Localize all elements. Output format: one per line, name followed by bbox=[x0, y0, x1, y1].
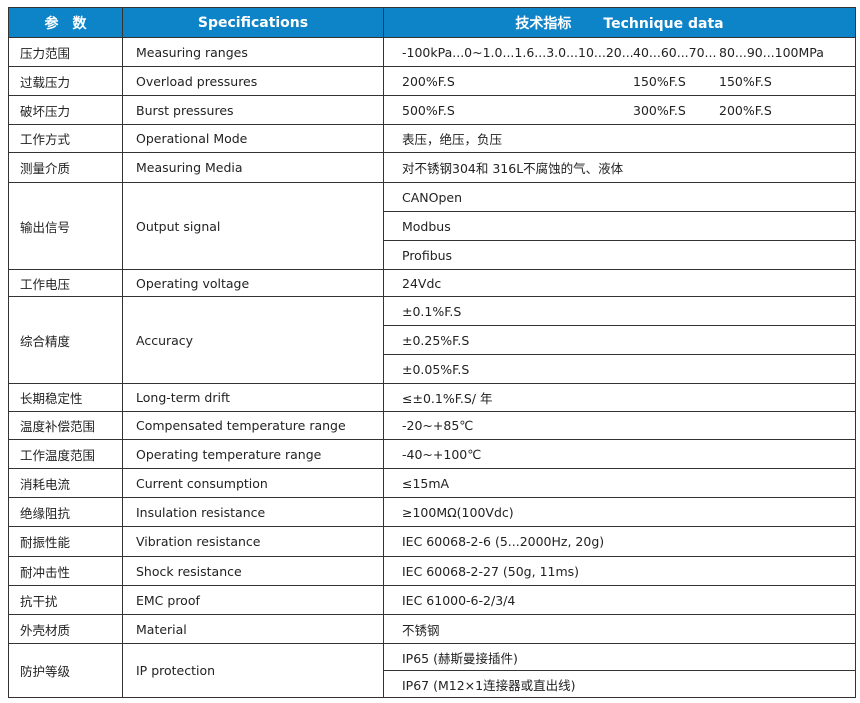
param-en: Output signal bbox=[122, 182, 384, 270]
param-cn: 抗干扰 bbox=[8, 585, 123, 615]
table-row: IP67 (M12×1连接器或直出线) bbox=[9, 670, 856, 698]
table-row: Profibus bbox=[9, 240, 856, 270]
param-cn: 消耗电流 bbox=[8, 468, 123, 498]
param-value: -20~+85℃ bbox=[383, 411, 856, 440]
table-row: 测量介质 Measuring Media 对不锈钢304和 316L不腐蚀的气、液体 bbox=[8, 152, 856, 183]
value-col: 500%F.S bbox=[402, 102, 455, 118]
param-cn: 温度补偿范围 bbox=[8, 411, 123, 440]
header-spec: Specifications bbox=[122, 7, 384, 38]
table-row: 综合精度 Accuracy ±0.1%F.S bbox=[8, 296, 856, 384]
param-cn: 工作电压 bbox=[8, 269, 123, 297]
table-row: 耐冲击性 Shock resistance IEC 60068-2-27 (50g,… bbox=[8, 556, 856, 586]
param-value: IEC 60068-2-27 (50g, 11ms) bbox=[383, 556, 856, 586]
table-row: 耐振性能 Vibration resistance IEC 60068-2-6 (5… bbox=[8, 526, 856, 557]
table-row: 工作方式 Operational Mode 表压，绝压，负压 bbox=[8, 124, 856, 153]
header-row: 参 数 Specifications 技术指标 Technique data bbox=[8, 7, 856, 38]
param-cn: 过载压力 bbox=[8, 66, 123, 96]
param-value: IEC 60068-2-6 (5...2000Hz, 20g) bbox=[383, 526, 856, 557]
param-en: Operational Mode bbox=[122, 124, 384, 153]
value-col: 200%F.S bbox=[719, 102, 772, 118]
param-value: Profibus bbox=[383, 240, 856, 270]
table-row: 温度补偿范围 Compensated temperature range -20~+… bbox=[8, 411, 856, 440]
param-en: Shock resistance bbox=[122, 556, 384, 586]
param-cn: 破坏压力 bbox=[8, 95, 123, 125]
param-value: IEC 61000-6-2/3/4 bbox=[383, 585, 856, 615]
param-en: Measuring ranges bbox=[122, 37, 384, 67]
param-value: ±0.1%F.S bbox=[383, 296, 856, 326]
param-value: Modbus bbox=[383, 211, 856, 241]
param-value: IP67 (M12×1连接器或直出线) bbox=[383, 670, 856, 698]
param-cn: 综合精度 bbox=[8, 296, 123, 384]
param-en: Accuracy bbox=[122, 296, 384, 384]
spec-table: 参 数 Specifications 技术指标 Technique data 压力… bbox=[8, 7, 856, 698]
param-en: Operating temperature range bbox=[122, 439, 384, 469]
param-cn: 绝缘阻抗 bbox=[8, 497, 123, 527]
param-value: -40~+100℃ bbox=[383, 439, 856, 469]
header-tech-en: Technique data bbox=[603, 15, 724, 32]
header-param: 参 数 bbox=[8, 7, 123, 38]
param-value: CANOpen bbox=[383, 182, 856, 212]
param-value: 表压，绝压，负压 bbox=[383, 124, 856, 153]
param-en: IP protection bbox=[122, 643, 384, 698]
value-col: 40...60...70... bbox=[633, 44, 717, 60]
table-row: 输出信号 Output signal CANOpen bbox=[8, 182, 856, 270]
param-value: ±0.05%F.S bbox=[383, 354, 856, 384]
param-en: Long-term drift bbox=[122, 383, 384, 412]
param-en: Current consumption bbox=[122, 468, 384, 498]
param-cn: 耐冲击性 bbox=[8, 556, 123, 586]
value-col: 80...90...100MPa bbox=[719, 44, 824, 60]
param-value: ≤±0.1%F.S/ 年 bbox=[383, 383, 856, 412]
param-cn: 外壳材质 bbox=[8, 614, 123, 644]
param-cn: 工作方式 bbox=[8, 124, 123, 153]
param-en: Operating voltage bbox=[122, 269, 384, 297]
value-col: 200%F.S bbox=[402, 73, 455, 89]
param-en: Insulation resistance bbox=[122, 497, 384, 527]
value-col: -100kPa...0~1.0...1.6...3.0...10...20... bbox=[402, 44, 634, 60]
param-en: Overload pressures bbox=[122, 66, 384, 96]
param-cn: 防护等级 bbox=[8, 643, 123, 698]
param-value: 对不锈钢304和 316L不腐蚀的气、液体 bbox=[383, 152, 856, 183]
table-row: 消耗电流 Current consumption ≤15mA bbox=[8, 468, 856, 498]
param-value: ≤15mA bbox=[383, 468, 856, 498]
param-cn: 压力范围 bbox=[8, 37, 123, 67]
table-row: 抗干扰 EMC proof IEC 61000-6-2/3/4 bbox=[8, 585, 856, 615]
param-value: 不锈钢 bbox=[383, 614, 856, 644]
param-value: 500%F.S 300%F.S 200%F.S bbox=[383, 95, 856, 125]
param-cn: 输出信号 bbox=[8, 182, 123, 270]
param-value: ≥100MΩ(100Vdc) bbox=[383, 497, 856, 527]
value-col: 150%F.S bbox=[719, 73, 772, 89]
param-en: Compensated temperature range bbox=[122, 411, 384, 440]
param-cn: 测量介质 bbox=[8, 152, 123, 183]
table-row: Modbus bbox=[9, 211, 856, 241]
table-row: 破坏压力 Burst pressures 500%F.S 300%F.S 200%F.S bbox=[8, 95, 856, 125]
param-cn: 耐振性能 bbox=[8, 526, 123, 557]
table-row: 绝缘阻抗 Insulation resistance ≥100MΩ(100Vdc) bbox=[8, 497, 856, 527]
param-value: -100kPa...0~1.0...1.6...3.0...10...20...… bbox=[383, 37, 856, 67]
value-col: 300%F.S bbox=[633, 102, 686, 118]
table-row: 防护等级 IP protection IP65 (赫斯曼接插件) bbox=[8, 643, 856, 698]
table-row: ±0.05%F.S bbox=[9, 354, 856, 384]
param-en: Measuring Media bbox=[122, 152, 384, 183]
param-value: ±0.25%F.S bbox=[383, 325, 856, 355]
table-row: 外壳材质 Material 不锈钢 bbox=[8, 614, 856, 644]
param-cn: 工作温度范围 bbox=[8, 439, 123, 469]
param-value: 200%F.S 150%F.S 150%F.S bbox=[383, 66, 856, 96]
param-en: Vibration resistance bbox=[122, 526, 384, 557]
table-row: 工作电压 Operating voltage 24Vdc bbox=[8, 269, 856, 297]
value-col: 150%F.S bbox=[633, 73, 686, 89]
table-row: 工作温度范围 Operating temperature range -40~+10… bbox=[8, 439, 856, 469]
table-row: 压力范围 Measuring ranges -100kPa...0~1.0...1.… bbox=[8, 37, 856, 67]
header-tech: 技术指标 Technique data bbox=[383, 7, 856, 38]
param-value: IP65 (赫斯曼接插件) bbox=[383, 643, 856, 671]
param-value: 24Vdc bbox=[383, 269, 856, 297]
header-tech-cn: 技术指标 bbox=[515, 15, 572, 32]
param-cn: 长期稳定性 bbox=[8, 383, 123, 412]
table-row: 过载压力 Overload pressures 200%F.S 150%F.S 150%… bbox=[8, 66, 856, 96]
param-en: Material bbox=[122, 614, 384, 644]
param-en: Burst pressures bbox=[122, 95, 384, 125]
table-row: 长期稳定性 Long-term drift ≤±0.1%F.S/ 年 bbox=[8, 383, 856, 412]
param-en: EMC proof bbox=[122, 585, 384, 615]
